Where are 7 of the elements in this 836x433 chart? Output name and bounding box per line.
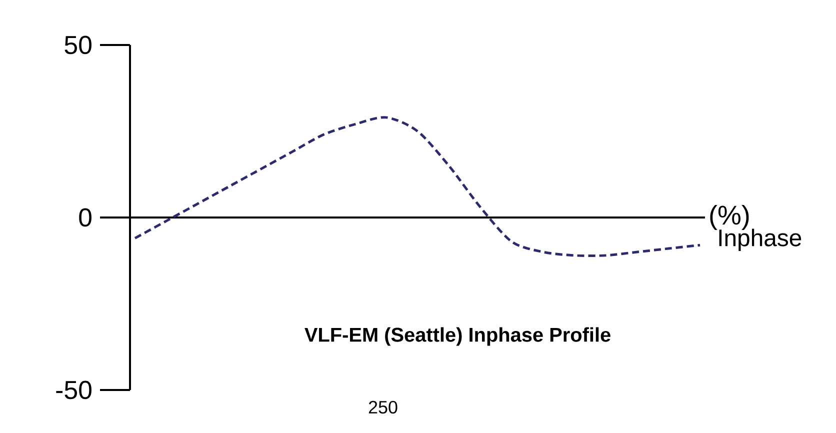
text: VLF-EM (Seattle) Inphase Profile [304,327,610,346]
y-axis-title: (%) [710,204,749,230]
text: Inphase [719,228,802,252]
y-tick-label: 50 [64,36,92,54]
y-tick-label: -50 [56,380,92,400]
text: 250 [368,400,398,414]
y-tick-label: 0 [79,208,92,227]
